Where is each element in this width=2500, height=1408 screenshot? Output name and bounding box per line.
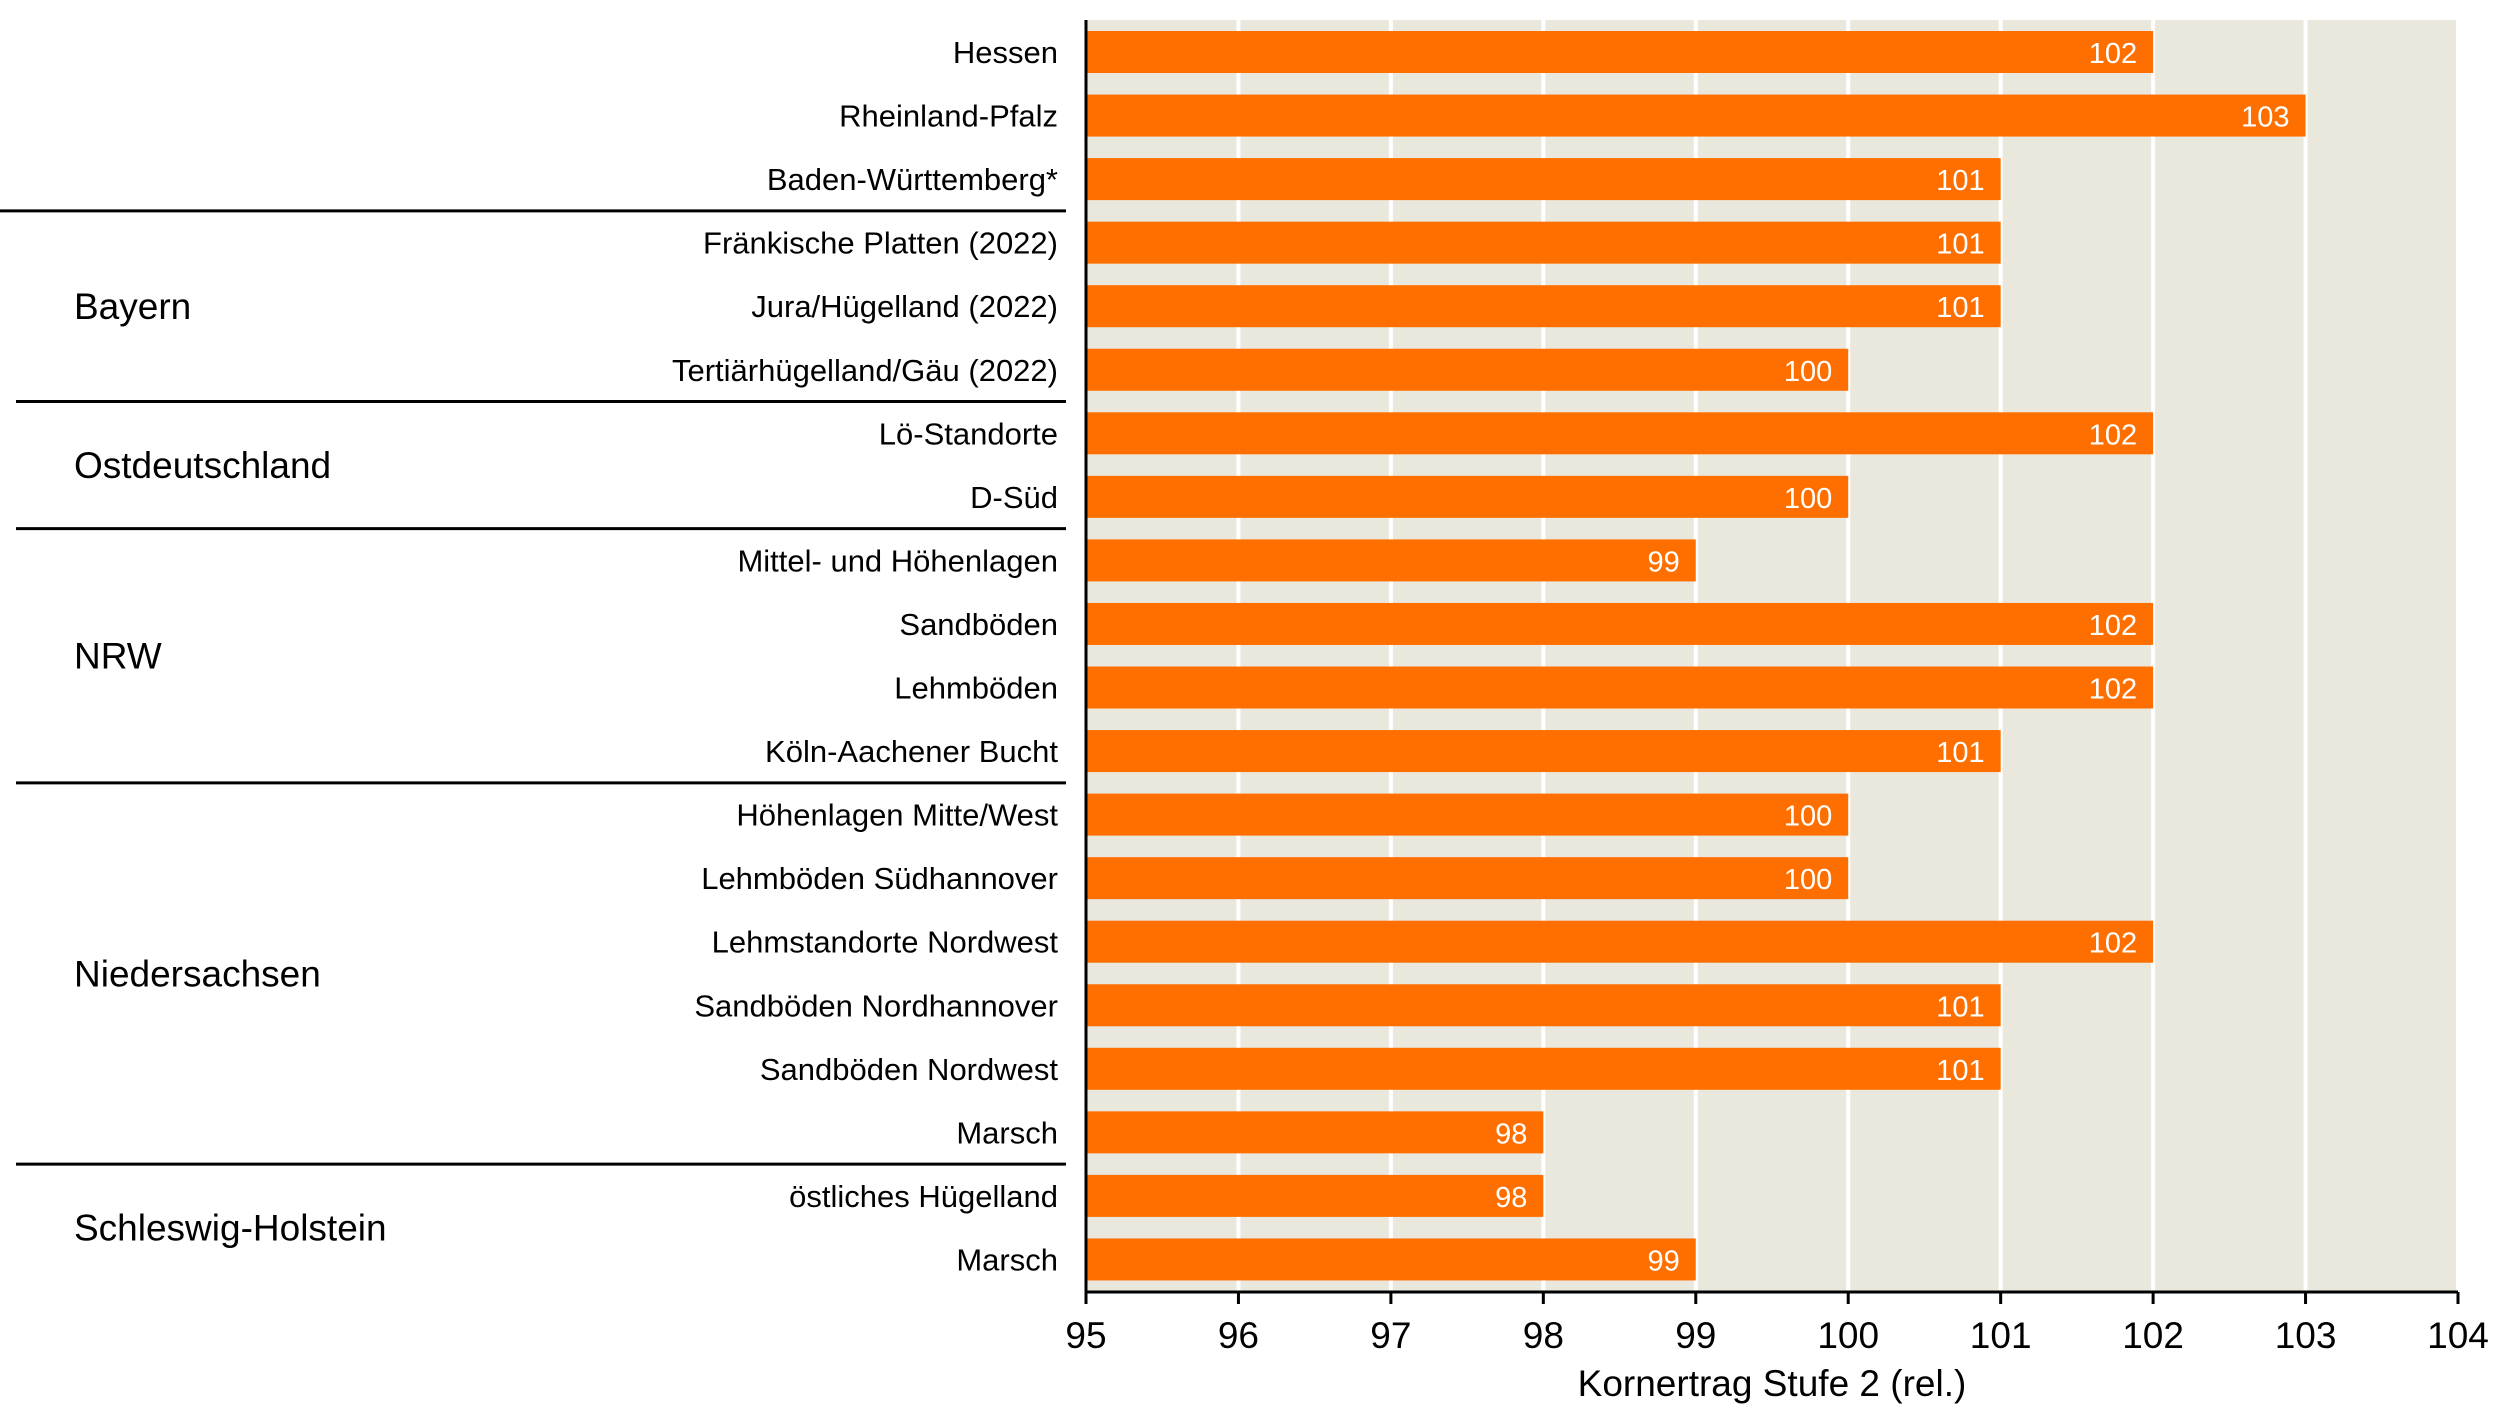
value-label: 103	[2241, 102, 2289, 134]
value-label: 101	[1936, 165, 1984, 197]
bar	[1086, 984, 2001, 1027]
value-label: 101	[1936, 991, 1984, 1023]
group-label: Bayern	[74, 286, 191, 327]
bar	[1086, 920, 2154, 963]
x-tick-label: 103	[2275, 1315, 2337, 1356]
bar	[1086, 857, 1849, 900]
value-label: 102	[2089, 928, 2137, 960]
value-label: 101	[1936, 229, 1984, 261]
bar	[1086, 539, 1696, 582]
category-label: östliches Hügelland	[789, 1179, 1058, 1214]
bar	[1086, 94, 2306, 137]
value-label: 100	[1784, 801, 1832, 833]
value-label: 102	[2089, 419, 2137, 451]
x-axis-ticks: 95 96 97 98 99 100 101 102 103 104	[1065, 1292, 2489, 1356]
x-tick-label: 101	[1970, 1315, 2032, 1356]
x-tick-label: 98	[1523, 1315, 1564, 1356]
bar	[1086, 221, 2001, 264]
bar	[1086, 1174, 1544, 1217]
value-label: 100	[1784, 483, 1832, 515]
category-label: Tertiärhügelland/Gäu (2022)	[672, 353, 1058, 388]
category-label: Jura/Hügelland (2022)	[751, 289, 1058, 324]
category-label: Sandböden	[899, 607, 1058, 642]
group-label: Niedersachsen	[74, 953, 321, 994]
value-label: 102	[2089, 610, 2137, 642]
bar	[1086, 158, 2001, 201]
bars	[1086, 31, 2306, 1281]
bar	[1086, 412, 2154, 455]
category-label: Baden-Württemberg*	[767, 162, 1058, 197]
value-label: 98	[1495, 1118, 1527, 1150]
bar	[1086, 1047, 2001, 1090]
category-label: Marsch	[956, 1242, 1058, 1277]
value-label: 101	[1936, 292, 1984, 324]
category-label: Lehmböden	[894, 671, 1058, 706]
bar	[1086, 602, 2154, 645]
x-tick-label: 102	[2122, 1315, 2184, 1356]
bar	[1086, 475, 1849, 518]
x-tick-label: 95	[1065, 1315, 1106, 1356]
category-label: Fränkische Platten (2022)	[703, 226, 1058, 261]
value-label: 99	[1648, 1245, 1680, 1277]
category-label: Sandböden Nordwest	[760, 1052, 1059, 1087]
category-label: Marsch	[956, 1115, 1058, 1150]
bar	[1086, 1111, 1544, 1154]
bar	[1086, 793, 1849, 836]
category-label: Mittel- und Höhenlagen	[737, 543, 1058, 578]
x-tick-label: 104	[2427, 1315, 2489, 1356]
value-label: 100	[1784, 864, 1832, 896]
category-labels: Hessen Rheinland-Pfalz Baden-Württemberg* F…	[672, 35, 1058, 1277]
bar	[1086, 285, 2001, 328]
group-label: Schleswig-Holstein	[74, 1208, 387, 1249]
group-labels: Bayern Ostdeutschland NRW Niedersachsen Schl…	[0, 209, 1066, 1249]
plot-background	[1086, 20, 2458, 1292]
category-label: Lö-Standorte	[879, 416, 1058, 451]
axes	[1084, 20, 2458, 1294]
category-label: Hessen	[953, 35, 1058, 70]
x-tick-label: 100	[1817, 1315, 1879, 1356]
category-label: Höhenlagen Mitte/West	[736, 798, 1058, 833]
value-label: 98	[1495, 1182, 1527, 1214]
category-label: Lehmstandorte Nordwest	[712, 925, 1059, 960]
bar	[1086, 730, 2001, 773]
bar	[1086, 348, 1849, 391]
x-axis-title: Kornertrag Stufe 2 (rel.)	[1578, 1363, 1967, 1404]
bar	[1086, 31, 2154, 73]
bar	[1086, 666, 2154, 709]
category-label: Lehmböden Südhannover	[701, 861, 1058, 896]
value-label: 101	[1936, 1055, 1984, 1087]
x-tick-label: 99	[1675, 1315, 1716, 1356]
group-label: NRW	[74, 636, 162, 677]
group-label: Ostdeutschland	[74, 445, 331, 486]
value-label: 99	[1648, 546, 1680, 578]
x-tick-label: 97	[1370, 1315, 1411, 1356]
value-label: 100	[1784, 356, 1832, 388]
category-label: Köln-Aachener Bucht	[765, 734, 1058, 769]
category-label: Rheinland-Pfalz	[839, 99, 1058, 134]
value-label: 101	[1936, 737, 1984, 769]
value-label: 102	[2089, 674, 2137, 706]
x-tick-label: 96	[1218, 1315, 1259, 1356]
category-label: Sandböden Nordhannover	[694, 988, 1058, 1023]
bar	[1086, 1238, 1696, 1281]
value-labels: 102 103 101 101 101 100 102 100 99 102 102 101 100 10…	[1495, 38, 2289, 1277]
category-label: D-Süd	[970, 480, 1058, 515]
value-label: 102	[2089, 38, 2137, 70]
